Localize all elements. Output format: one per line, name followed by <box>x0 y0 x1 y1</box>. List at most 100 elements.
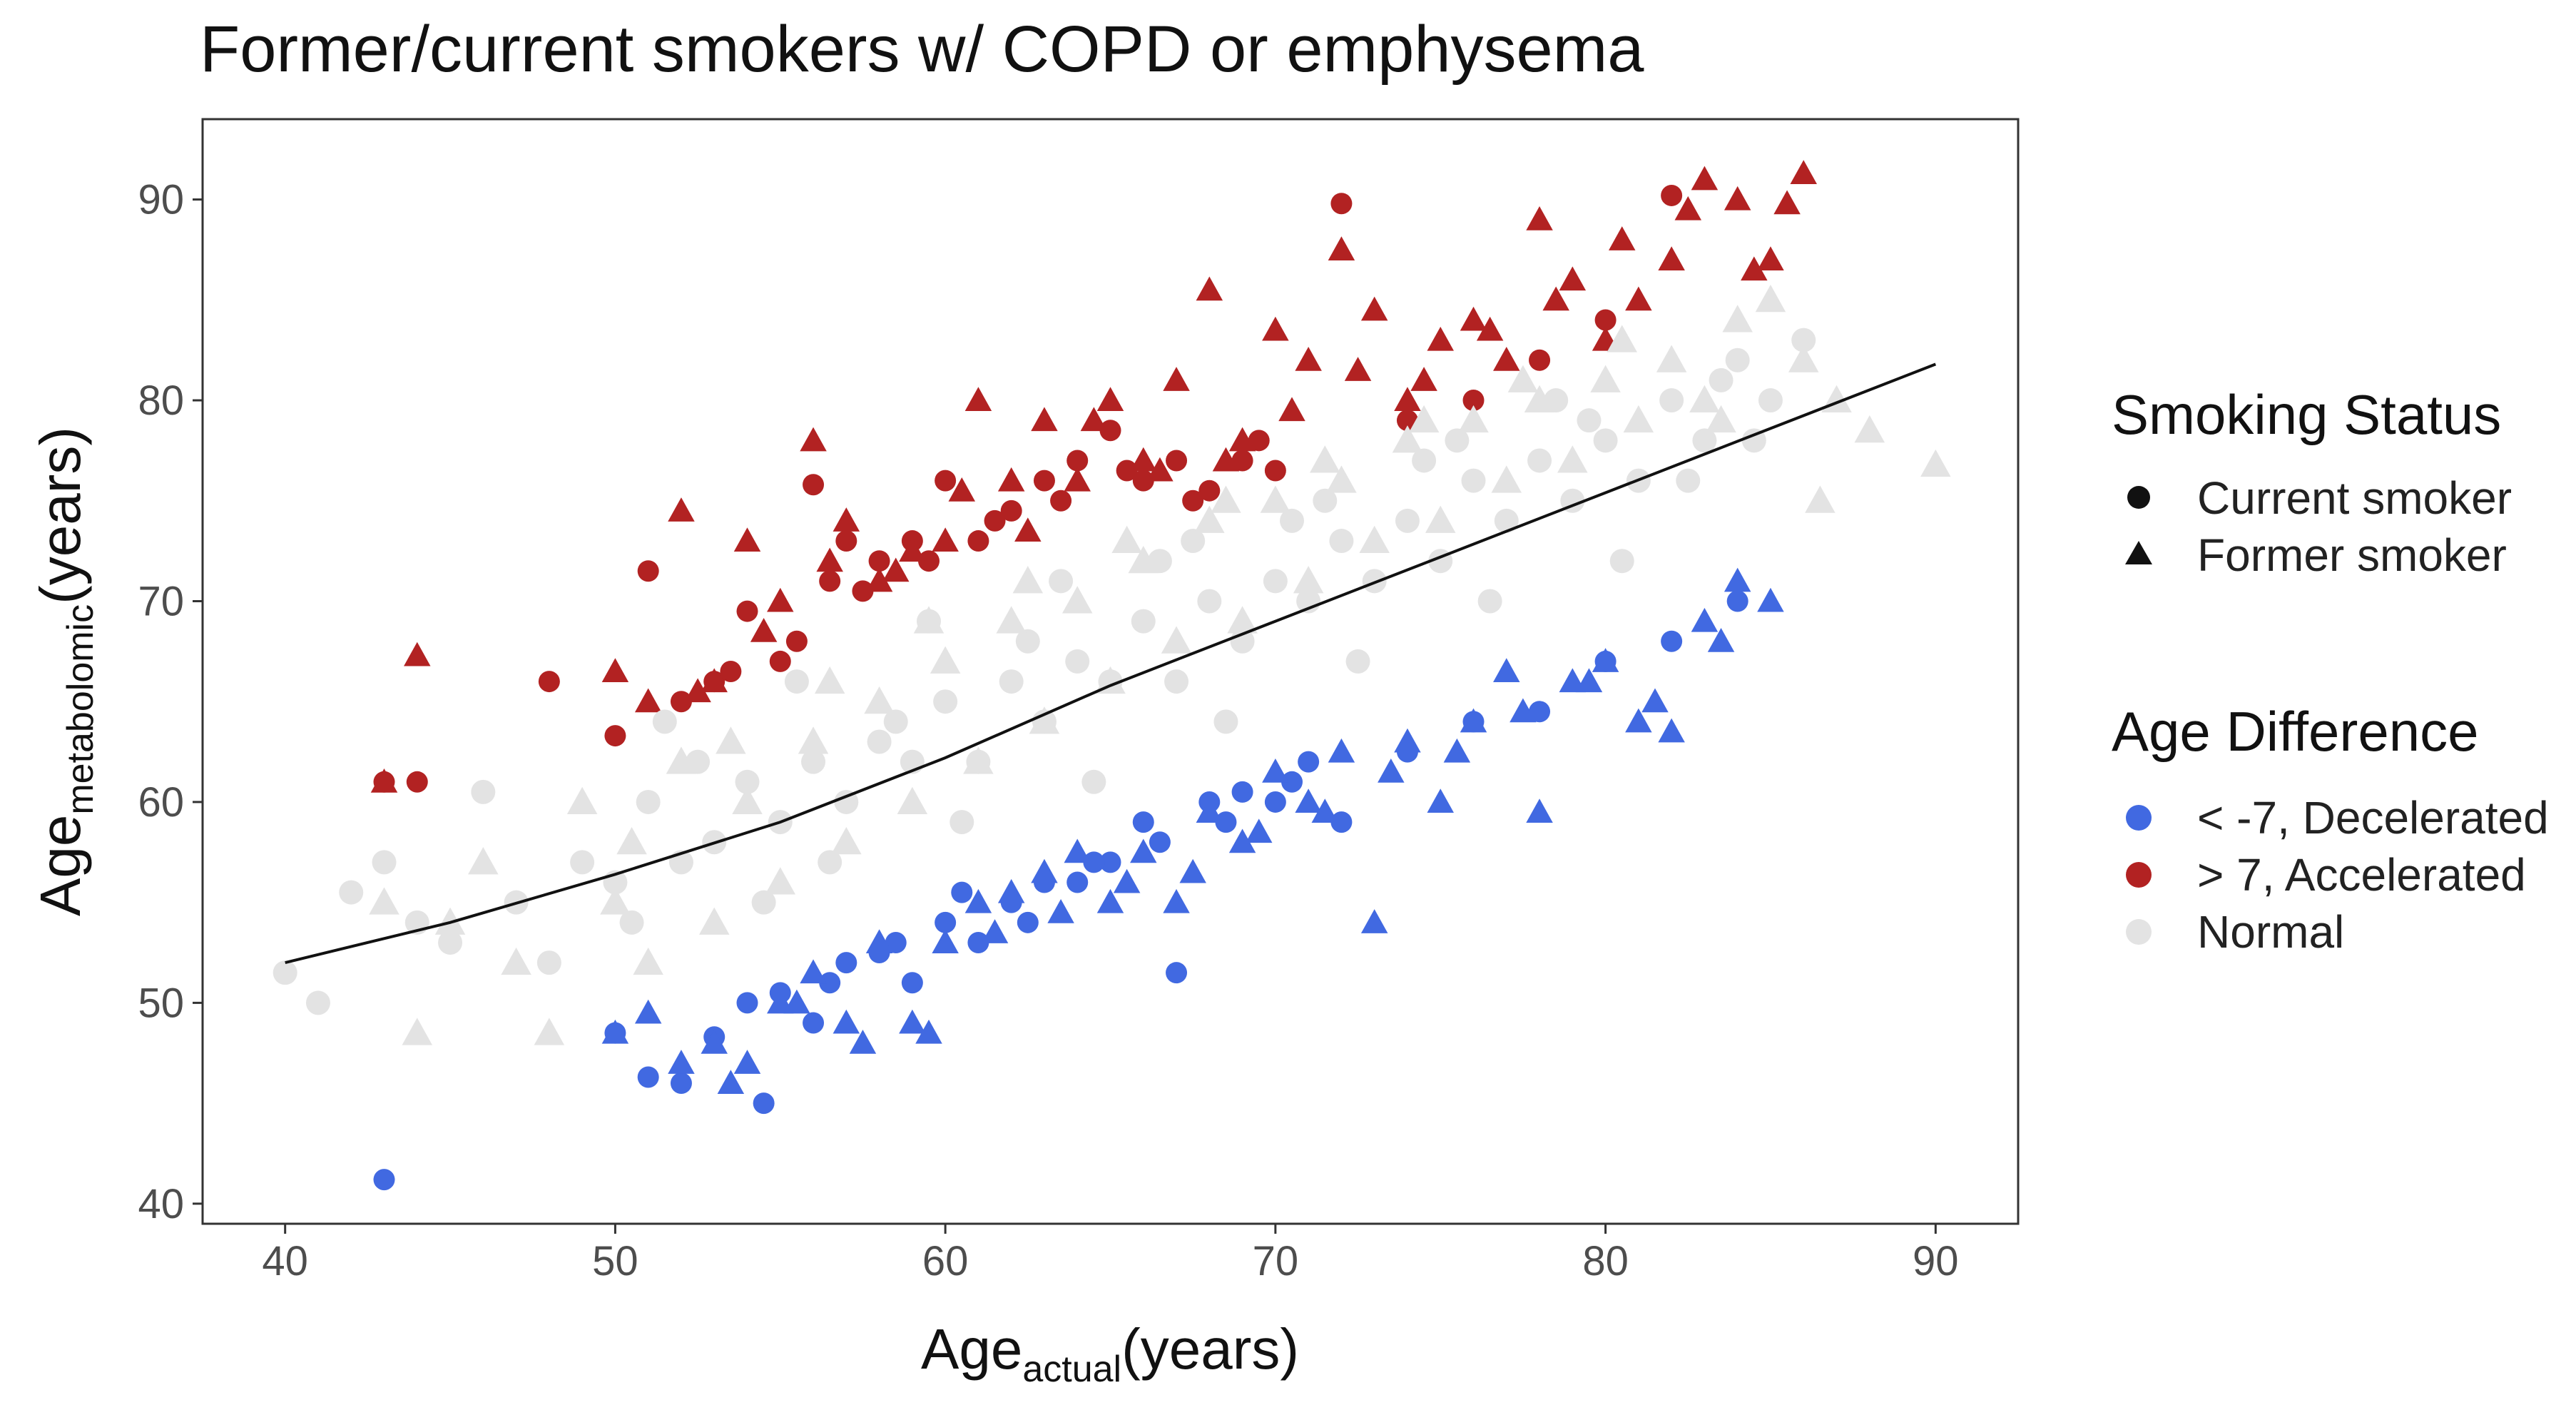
data-point <box>1378 758 1405 783</box>
data-point <box>1394 387 1421 412</box>
data-point <box>1017 911 1039 933</box>
data-point <box>1329 529 1354 554</box>
data-point <box>1130 838 1157 863</box>
data-point <box>1360 296 1388 321</box>
data-point <box>1262 316 1289 341</box>
data-point <box>1707 628 1735 652</box>
data-point <box>637 1066 659 1088</box>
data-point <box>765 867 796 895</box>
data-point <box>1590 365 1621 392</box>
data-point <box>434 907 466 935</box>
data-point <box>753 1092 775 1115</box>
data-point <box>1211 485 1241 513</box>
data-point <box>1262 758 1289 783</box>
data-point <box>273 960 297 985</box>
y-axis-title-suffix: (years) <box>29 427 92 604</box>
data-point <box>1524 385 1555 413</box>
data-point <box>1047 898 1074 923</box>
data-point <box>1410 367 1437 391</box>
x-axis-title: Ageactual(years) <box>921 1317 1299 1390</box>
data-point <box>948 477 976 502</box>
data-point <box>899 537 926 562</box>
data-point <box>1179 858 1206 883</box>
data-point <box>981 919 1009 943</box>
data-point <box>1096 387 1124 412</box>
data-point <box>831 826 862 855</box>
legend-accelerated-key <box>2126 862 2152 888</box>
data-point <box>835 952 857 974</box>
data-point <box>1197 589 1222 614</box>
data-point <box>372 850 397 875</box>
data-point <box>601 658 629 682</box>
data-point <box>501 947 531 975</box>
data-point <box>1709 367 1734 392</box>
data-point <box>767 587 794 612</box>
data-point <box>1264 791 1286 813</box>
data-point <box>1458 405 1489 433</box>
data-point <box>732 786 763 814</box>
data-point <box>735 769 760 794</box>
x-axis-title-subscript: actual <box>1022 1349 1121 1390</box>
data-point <box>1231 450 1253 472</box>
data-point <box>1245 818 1273 843</box>
data-point <box>1788 345 1819 372</box>
data-point <box>951 881 973 903</box>
data-point <box>803 474 825 496</box>
data-point <box>750 617 778 642</box>
data-point <box>833 1009 860 1034</box>
data-point <box>800 427 827 452</box>
data-point <box>406 771 428 793</box>
data-point <box>1476 316 1504 341</box>
data-point <box>867 729 892 754</box>
data-point <box>468 847 499 875</box>
data-point <box>1625 708 1652 733</box>
data-point <box>885 931 907 953</box>
data-point <box>1182 490 1204 512</box>
data-point <box>1146 457 1174 482</box>
data-point <box>534 1018 565 1045</box>
data-point <box>716 726 746 754</box>
data-point <box>701 668 728 693</box>
legend-former-smoker-key <box>2125 541 2152 564</box>
data-point <box>1263 569 1288 594</box>
data-point <box>1359 525 1390 554</box>
data-point <box>1281 771 1303 793</box>
data-point <box>1412 448 1437 473</box>
legend-normal-label: Normal <box>2197 906 2344 958</box>
data-point <box>536 950 561 975</box>
data-point <box>849 1029 877 1054</box>
data-point <box>816 547 843 572</box>
data-point <box>915 1019 942 1044</box>
data-point <box>1166 962 1188 984</box>
data-point <box>868 550 890 572</box>
data-point <box>1805 485 1836 513</box>
data-point <box>899 1009 926 1034</box>
data-point <box>1062 586 1093 614</box>
chart-title: Former/current smokers w/ COPD or emphys… <box>200 13 1644 86</box>
data-point <box>1507 365 1539 392</box>
data-point <box>668 1050 695 1074</box>
data-point <box>1674 196 1702 220</box>
legend-shape-title: Smoking Status <box>2112 383 2501 446</box>
data-point <box>1461 468 1486 493</box>
data-point <box>1445 428 1470 453</box>
data-point <box>1557 445 1588 473</box>
data-point <box>865 929 893 953</box>
data-point <box>1395 508 1420 533</box>
data-point <box>964 387 992 412</box>
data-point <box>1196 798 1223 823</box>
data-point <box>670 691 692 713</box>
data-point <box>1215 811 1237 833</box>
y-axis: 40 50 60 70 80 90 <box>138 177 203 1227</box>
data-point <box>1344 357 1372 381</box>
data-point <box>1149 831 1171 853</box>
data-point <box>1163 888 1190 913</box>
data-point <box>1081 769 1106 794</box>
data-point <box>918 550 940 572</box>
series-5 <box>369 285 1951 1045</box>
data-point <box>1161 626 1192 654</box>
series-3 <box>601 567 1784 1094</box>
data-point <box>1529 349 1551 371</box>
data-point <box>1227 606 1258 634</box>
data-point <box>913 606 945 634</box>
